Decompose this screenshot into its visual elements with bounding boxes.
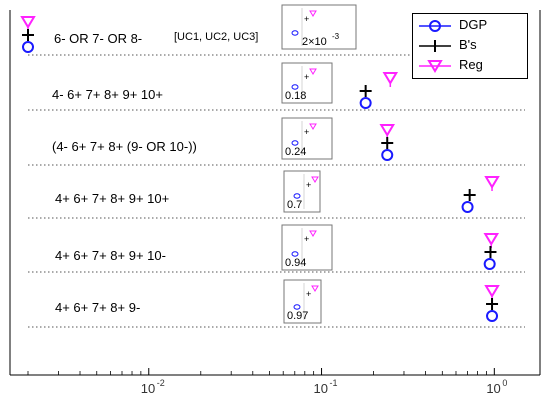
marker-reg: [484, 285, 500, 298]
inset-box: [281, 117, 333, 160]
inset-box: [281, 224, 333, 271]
x-tick-label: 10: [141, 381, 155, 396]
row-note: [UC1, UC2, UC3]: [174, 31, 258, 43]
inset-dgp-marker: [293, 193, 301, 199]
marker-dgp: [22, 41, 34, 53]
inset-dgp-marker: [291, 84, 299, 90]
x-tick-exponent: -1: [330, 378, 338, 388]
inset-label: 0.24: [285, 146, 306, 158]
inset-bs-marker: +: [304, 14, 309, 24]
inset-bs-marker: +: [306, 180, 311, 190]
legend-label-reg: Reg: [459, 57, 483, 72]
inset-reg-marker: [309, 230, 317, 237]
x-tick-exponent: -2: [157, 378, 165, 388]
row-label: 4+ 6+ 7+ 8+ 9-: [55, 300, 140, 315]
marker-dgp: [381, 149, 394, 161]
inset-label: 0.94: [285, 257, 306, 269]
row-label: 4- 6+ 7+ 8+ 9+ 10+: [52, 87, 163, 102]
row-label: 6- OR 7- OR 8-: [54, 31, 142, 46]
inset-label: 0.97: [287, 310, 308, 322]
inset-label: 2×10: [302, 36, 327, 48]
inset-reg-marker: [311, 285, 319, 292]
inset-reg-marker: [309, 10, 317, 17]
legend-triangle-icon: [419, 60, 451, 73]
inset-bs-marker: +: [304, 72, 309, 82]
row-label: 4+ 6+ 7+ 8+ 9+ 10+: [55, 191, 169, 206]
marker-dgp: [483, 258, 496, 270]
legend-entry-reg: Reg: [413, 56, 527, 76]
marker-dgp: [461, 201, 474, 213]
inset-box: [281, 4, 357, 50]
marker-reg: [483, 233, 500, 246]
x-tick-label: 10: [486, 381, 500, 396]
inset-bs-marker: +: [304, 234, 309, 244]
legend-entry-bs: B's: [413, 36, 527, 56]
marker-reg: [20, 16, 36, 29]
inset-dgp-marker: [291, 251, 299, 257]
row-label: (4- 6+ 7+ 8+ (9- OR 10-)): [52, 139, 197, 154]
row-label: 4+ 6+ 7+ 8+ 9+ 10-: [55, 248, 166, 263]
legend-circle-icon: [419, 20, 451, 32]
inset-dgp-marker: [291, 140, 299, 146]
legend-plus-icon: [419, 40, 451, 52]
inset-label: 0.7: [287, 199, 302, 211]
legend: DGP B's Reg: [412, 13, 528, 79]
legend-label-dgp: DGP: [459, 17, 488, 32]
inset-reg-marker: [311, 176, 319, 183]
inset-reg-marker: [309, 68, 317, 75]
marker-reg: [484, 176, 500, 189]
inset-box: [283, 279, 322, 324]
inset-bs-marker: +: [304, 127, 309, 137]
marker-reg: [379, 124, 396, 137]
inset-bs-marker: +: [306, 289, 311, 299]
inset-dgp-marker: [291, 30, 299, 36]
inset-exponent: -3: [332, 32, 340, 41]
marker-dgp: [486, 310, 499, 322]
legend-label-bs: B's: [459, 37, 477, 52]
inset-reg-marker: [309, 123, 317, 130]
x-tick-exponent: 0: [502, 378, 507, 388]
legend-entry-dgp: DGP: [413, 16, 527, 36]
x-tick-label: 10: [314, 381, 328, 396]
marker-reg: [382, 72, 399, 85]
inset-box: [283, 170, 321, 213]
marker-dgp: [359, 97, 372, 109]
inset-dgp-marker: [293, 304, 301, 310]
inset-box: [281, 62, 333, 104]
inset-label: 0.18: [285, 90, 306, 102]
